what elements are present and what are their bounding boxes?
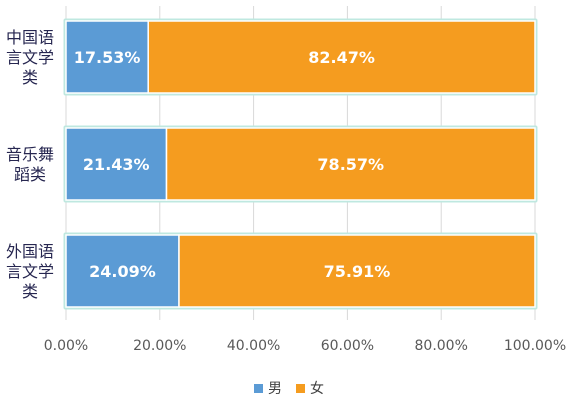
x-tick-label: 80.00%	[415, 338, 468, 354]
bar-segment	[178, 234, 536, 308]
bar-segment	[65, 234, 180, 308]
bar-segment	[65, 20, 149, 94]
category-label: 音乐舞	[6, 145, 54, 164]
category-label: 蹈类	[14, 165, 46, 184]
bar-segment	[165, 127, 536, 201]
category-label: 类	[22, 68, 38, 87]
legend-item-male: 男	[254, 378, 282, 398]
bar-segment	[65, 127, 168, 201]
bar-glow	[63, 232, 538, 310]
legend-swatch-female	[296, 383, 305, 393]
x-tick-label: 60.00%	[321, 338, 374, 354]
x-tick-label: 100.00%	[504, 338, 566, 354]
data-label: 82.47%	[308, 48, 375, 67]
bar-glow	[63, 18, 538, 96]
data-label: 24.09%	[89, 262, 156, 281]
category-label: 类	[22, 282, 38, 301]
bar-segment	[147, 20, 536, 94]
category-label: 外国语	[6, 242, 54, 261]
x-tick-label: 20.00%	[133, 338, 186, 354]
chart-legend: 男 女	[0, 376, 578, 400]
x-tick-label: 40.00%	[227, 338, 280, 354]
category-label: 言文学	[6, 262, 54, 281]
legend-swatch-male	[254, 383, 263, 393]
legend-label-female: 女	[310, 381, 324, 397]
x-tick-label: 0.00%	[44, 338, 88, 354]
data-label: 78.57%	[317, 155, 384, 174]
legend-label-male: 男	[268, 381, 282, 397]
legend-item-female: 女	[296, 378, 324, 398]
data-label: 21.43%	[83, 155, 150, 174]
category-label: 言文学	[6, 48, 54, 67]
bar-glow	[63, 125, 538, 203]
data-label: 17.53%	[74, 48, 141, 67]
data-label: 75.91%	[324, 262, 391, 281]
category-label: 中国语	[6, 28, 54, 47]
